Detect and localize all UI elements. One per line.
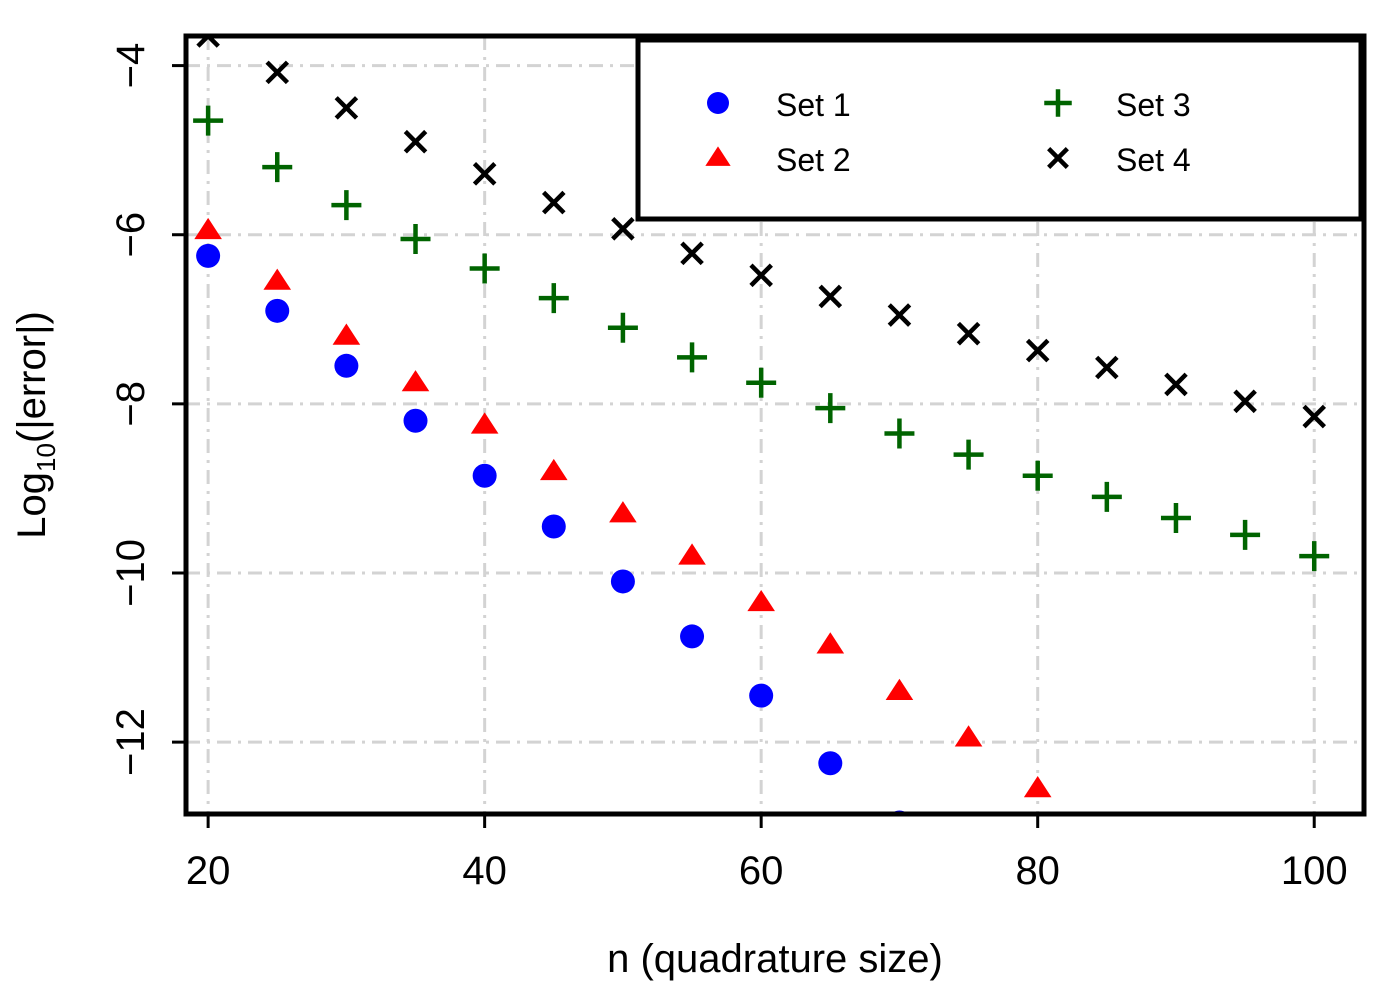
legend-label: Set 4: [1116, 142, 1191, 178]
data-point: [1025, 338, 1050, 363]
data-point: [472, 463, 497, 488]
data-point: [403, 129, 428, 154]
data-point: [680, 241, 704, 266]
x-axis-title: n (quadrature size): [607, 937, 943, 981]
data-point: [885, 678, 914, 700]
x-tick-label: 20: [186, 849, 231, 893]
data-point: [609, 501, 637, 523]
legend-marker: [705, 146, 731, 166]
legend-marker: [1047, 147, 1069, 169]
x-tick-label: 100: [1281, 849, 1348, 893]
series-3: [193, 105, 1330, 572]
data-point: [1023, 775, 1052, 798]
x-tick-label: 60: [739, 849, 784, 893]
legend-marker: [1044, 89, 1072, 117]
plot-frame: [183, 33, 1367, 817]
legend-label: Set 2: [776, 142, 851, 178]
legend-label: Set 3: [1116, 87, 1191, 123]
data-point: [678, 543, 706, 565]
data-point: [334, 353, 359, 378]
data-point: [884, 418, 915, 449]
legend-item: Set 1: [707, 87, 851, 123]
data-point: [818, 284, 843, 309]
data-point: [401, 370, 430, 392]
data-point: [539, 458, 568, 481]
data-point: [263, 268, 292, 290]
series-1: [196, 243, 908, 814]
data-point: [470, 412, 499, 434]
data-point: [1095, 355, 1119, 380]
legend: Set 1 Set 2 Set 3 Set 4: [635, 37, 1364, 222]
y-tick-label: −8: [109, 381, 153, 427]
data-point: [680, 624, 705, 649]
data-point: [400, 223, 431, 254]
data-point: [747, 589, 775, 612]
legend-item: Set 4: [1047, 142, 1191, 178]
series-2: [194, 217, 1052, 798]
data-point: [1299, 541, 1330, 572]
y-axis-title: Log10(|error|): [10, 311, 61, 539]
data-point: [1164, 372, 1188, 397]
data-point: [334, 96, 359, 120]
data-point: [818, 751, 843, 776]
data-point: [1302, 404, 1327, 429]
legend-label: Set 1: [776, 87, 851, 123]
series-4: [196, 36, 1327, 429]
data-point: [1022, 460, 1053, 491]
data-point: [1160, 503, 1191, 534]
data-point: [469, 253, 500, 284]
data-point: [815, 393, 846, 424]
x-tick-label: 40: [462, 849, 507, 893]
y-axis: −4 −6 −8 −10 −12: [109, 43, 186, 776]
data-point: [262, 152, 293, 183]
y-tick-label: −10: [109, 539, 153, 607]
data-point: [196, 36, 220, 48]
legend-box: [635, 37, 1364, 222]
data-point: [196, 243, 221, 268]
data-point: [472, 162, 497, 186]
data-point: [954, 725, 983, 747]
data-point: [1233, 389, 1257, 414]
data-point: [265, 298, 290, 323]
data-point: [749, 683, 774, 708]
x-axis: 20 40 60 80 100: [186, 814, 1348, 893]
data-point: [265, 60, 290, 85]
data-point: [331, 190, 362, 221]
data-point: [677, 342, 708, 373]
data-point: [541, 190, 566, 215]
data-point: [193, 105, 224, 136]
legend-item: Set 2: [705, 142, 851, 178]
data-point: [953, 439, 984, 470]
data-point: [403, 408, 428, 433]
legend-item: Set 3: [1044, 87, 1191, 123]
y-tick-label: −4: [109, 43, 153, 89]
x-tick-label: 80: [1015, 849, 1060, 893]
data-point: [749, 263, 773, 288]
data-point: [332, 323, 361, 345]
data-point: [816, 632, 845, 654]
data-point: [887, 303, 912, 327]
data-point: [611, 217, 635, 241]
data-point: [607, 312, 638, 343]
data-point: [541, 514, 566, 539]
data-point: [746, 367, 777, 398]
data-point: [610, 569, 635, 594]
data-point: [194, 217, 222, 240]
data-point: [1091, 481, 1122, 512]
y-tick-label: −6: [109, 212, 153, 258]
data-point: [1230, 519, 1261, 550]
y-tick-label: −12: [109, 708, 153, 776]
data-point: [538, 283, 569, 314]
data-point: [956, 321, 981, 346]
legend-marker: [707, 92, 729, 114]
